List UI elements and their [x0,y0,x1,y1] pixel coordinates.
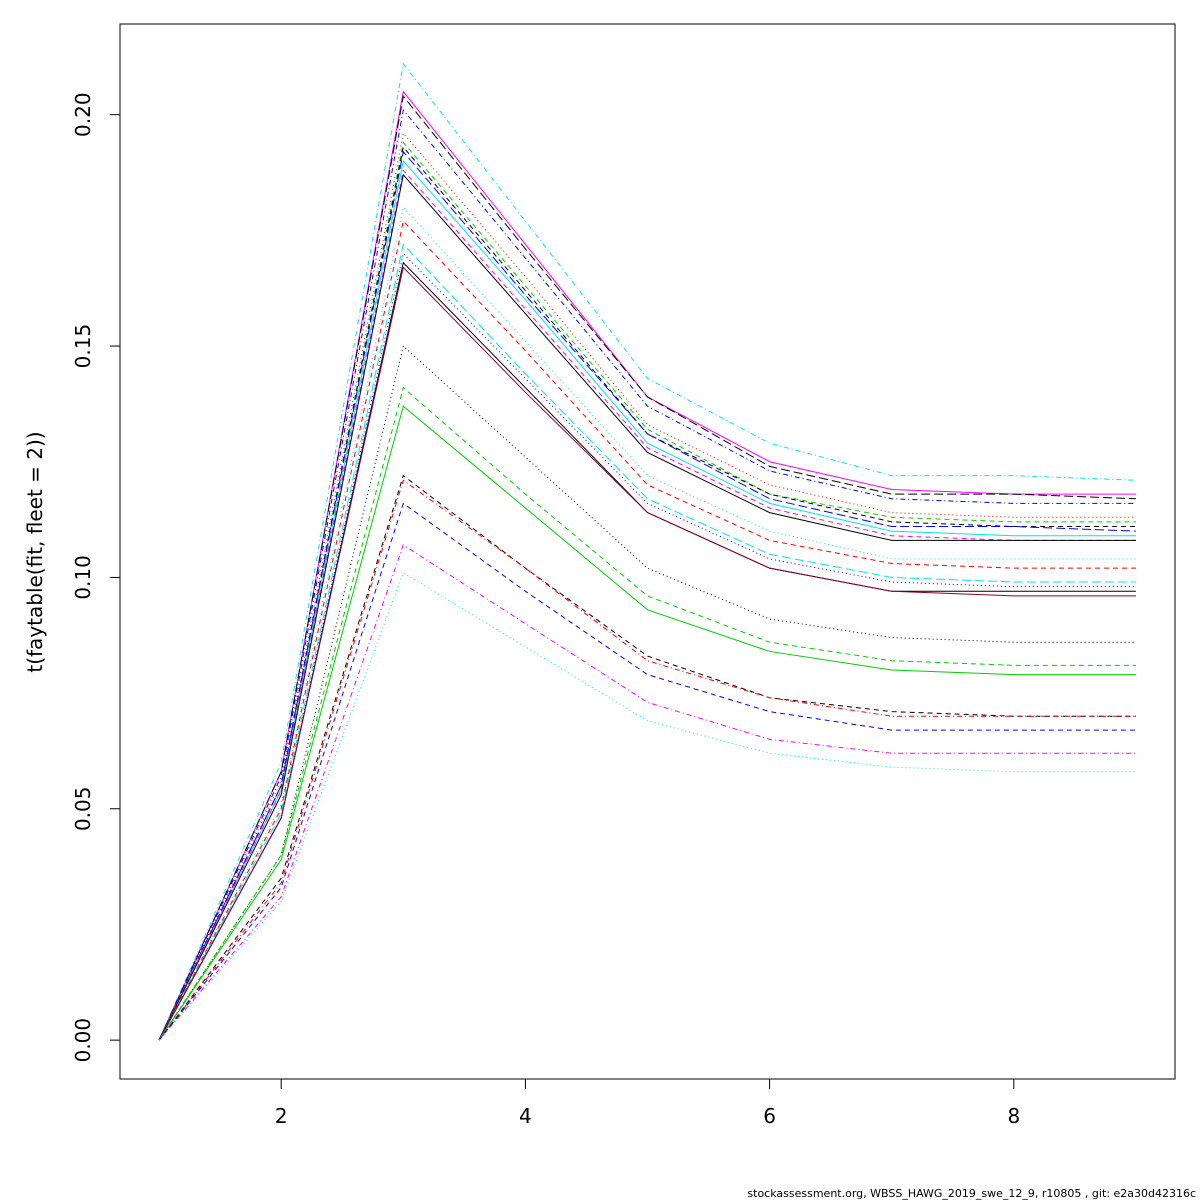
y-tick-label: 0.00 [71,1018,95,1063]
series-line [158,345,1136,1041]
series-line [158,159,1136,1041]
series-line [158,405,1136,1041]
series-line [158,150,1136,1041]
y-tick-label: 0.15 [71,324,95,369]
series-line [158,266,1136,1041]
x-tick-label: 6 [763,1104,776,1128]
plot-frame [119,23,1176,1080]
series-line [158,479,1136,1041]
series-line [158,220,1136,1041]
series-line [158,252,1136,1041]
y-tick-label: 0.10 [71,555,95,600]
series-line [158,502,1136,1041]
series-line [158,474,1136,1041]
y-tick-label: 0.05 [71,787,95,832]
series-line [158,386,1136,1041]
series-line [158,206,1136,1041]
series-line [158,108,1136,1041]
x-tick-label: 4 [519,1104,532,1128]
series-line [158,90,1136,1041]
series-line [158,95,1136,1041]
series-line [158,261,1136,1041]
series-line [158,141,1136,1041]
y-axis-label: t(faytable(fit, fleet = 2)) [23,431,47,672]
x-tick-label: 2 [275,1104,288,1128]
footer: stockassessment.org, WBSS_HAWG_2019_swe_… [747,1187,1196,1200]
series-line [158,145,1136,1041]
series-line [158,572,1136,1041]
series-line [158,132,1136,1041]
series-line [158,173,1136,1041]
series-line [158,62,1136,1041]
x-tick-label: 8 [1007,1104,1020,1128]
series-line [158,544,1136,1041]
y-tick-label: 0.20 [71,92,95,137]
series-line [158,169,1136,1041]
